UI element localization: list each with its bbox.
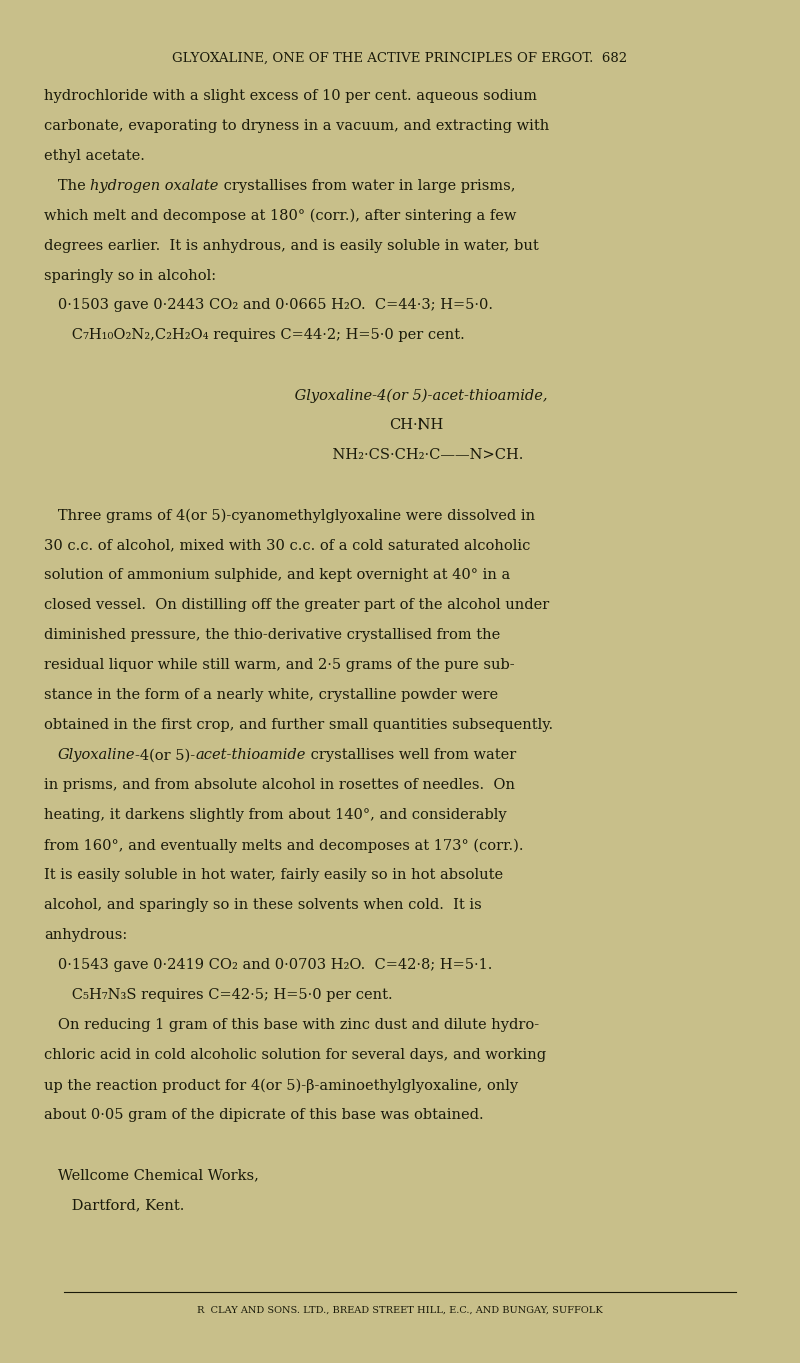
Text: 0·1543 gave 0·2419 CO₂ and 0·0703 H₂O.  C=42·8; H=5·1.: 0·1543 gave 0·2419 CO₂ and 0·0703 H₂O. C… <box>44 958 492 972</box>
Text: anhydrous:: anhydrous: <box>44 928 127 942</box>
Text: C₇H₁₀O₂N₂,C₂H₂O₄ requires C=44·2; H=5·0 per cent.: C₇H₁₀O₂N₂,C₂H₂O₄ requires C=44·2; H=5·0 … <box>44 328 465 342</box>
Text: stance in the form of a nearly white, crystalline powder were: stance in the form of a nearly white, cr… <box>44 688 498 702</box>
Text: residual liquor while still warm, and 2·5 grams of the pure sub-: residual liquor while still warm, and 2·… <box>44 658 514 672</box>
Text: It is easily soluble in hot water, fairly easily so in hot absolute: It is easily soluble in hot water, fairl… <box>44 868 503 882</box>
Text: hydrochloride with a slight excess of 10 per cent. aqueous sodium: hydrochloride with a slight excess of 10… <box>44 89 537 102</box>
Text: carbonate, evaporating to dryness in a vacuum, and extracting with: carbonate, evaporating to dryness in a v… <box>44 119 550 132</box>
Text: R  CLAY AND SONS. LTD., BREAD STREET HILL, E.C., AND BUNGAY, SUFFOLK: R CLAY AND SONS. LTD., BREAD STREET HILL… <box>197 1306 603 1315</box>
Text: 30 c.c. of alcohol, mixed with 30 c.c. of a cold saturated alcoholic: 30 c.c. of alcohol, mixed with 30 c.c. o… <box>44 538 530 552</box>
Text: which melt and decompose at 180° (corr.), after sintering a few: which melt and decompose at 180° (corr.)… <box>44 209 516 224</box>
Text: Wellcome Chemical Works,: Wellcome Chemical Works, <box>44 1168 259 1182</box>
Text: On reducing 1 gram of this base with zinc dust and dilute hydro-: On reducing 1 gram of this base with zin… <box>44 1018 539 1032</box>
Text: Three grams of 4(or 5)-cyanomethylglyoxaline were dissolved in: Three grams of 4(or 5)-cyanomethylglyoxa… <box>44 508 535 523</box>
Text: acet-thioamide: acet-thioamide <box>195 748 306 762</box>
Text: heating, it darkens slightly from about 140°, and considerably: heating, it darkens slightly from about … <box>44 808 506 822</box>
Text: C₅H₇N₃S requires C=42·5; H=5·0 per cent.: C₅H₇N₃S requires C=42·5; H=5·0 per cent. <box>44 988 393 1002</box>
Text: closed vessel.  On distilling off the greater part of the alcohol under: closed vessel. On distilling off the gre… <box>44 598 550 612</box>
Text: from 160°, and eventually melts and decomposes at 173° (corr.).: from 160°, and eventually melts and deco… <box>44 838 523 853</box>
Text: crystallises from water in large prisms,: crystallises from water in large prisms, <box>218 179 515 192</box>
Text: CH·NH: CH·NH <box>389 418 443 432</box>
Text: Glyoxaline-4(or 5)-acet-thioamide,: Glyoxaline-4(or 5)-acet-thioamide, <box>253 388 547 403</box>
Text: hydrogen oxalate: hydrogen oxalate <box>90 179 218 192</box>
Text: NH₂·CS·CH₂·C——N>CH.: NH₂·CS·CH₂·C——N>CH. <box>277 448 523 462</box>
Text: Dartford, Kent.: Dartford, Kent. <box>44 1198 184 1212</box>
Text: solution of ammonium sulphide, and kept overnight at 40° in a: solution of ammonium sulphide, and kept … <box>44 568 510 582</box>
Text: chloric acid in cold alcoholic solution for several days, and working: chloric acid in cold alcoholic solution … <box>44 1048 546 1062</box>
Text: The: The <box>44 179 90 192</box>
Text: sparingly so in alcohol:: sparingly so in alcohol: <box>44 269 216 282</box>
Text: alcohol, and sparingly so in these solvents when cold.  It is: alcohol, and sparingly so in these solve… <box>44 898 482 912</box>
Text: degrees earlier.  It is anhydrous, and is easily soluble in water, but: degrees earlier. It is anhydrous, and is… <box>44 239 538 252</box>
Text: -4(or 5)-: -4(or 5)- <box>135 748 195 762</box>
Text: up the reaction product for 4(or 5)-β-aminoethylglyoxaline, only: up the reaction product for 4(or 5)-β-am… <box>44 1078 518 1093</box>
Text: 0·1503 gave 0·2443 CO₂ and 0·0665 H₂O.  C=44·3; H=5·0.: 0·1503 gave 0·2443 CO₂ and 0·0665 H₂O. C… <box>44 298 493 312</box>
Text: ethyl acetate.: ethyl acetate. <box>44 149 145 162</box>
Text: obtained in the first crop, and further small quantities subsequently.: obtained in the first crop, and further … <box>44 718 553 732</box>
Text: about 0·05 gram of the dipicrate of this base was obtained.: about 0·05 gram of the dipicrate of this… <box>44 1108 484 1122</box>
Text: in prisms, and from absolute alcohol in rosettes of needles.  On: in prisms, and from absolute alcohol in … <box>44 778 515 792</box>
Text: GLYOXALINE, ONE OF THE ACTIVE PRINCIPLES OF ERGOT.  682: GLYOXALINE, ONE OF THE ACTIVE PRINCIPLES… <box>173 52 627 65</box>
Text: diminished pressure, the thio-derivative crystallised from the: diminished pressure, the thio-derivative… <box>44 628 500 642</box>
Text: Glyoxaline: Glyoxaline <box>58 748 135 762</box>
Text: crystallises well from water: crystallises well from water <box>306 748 516 762</box>
